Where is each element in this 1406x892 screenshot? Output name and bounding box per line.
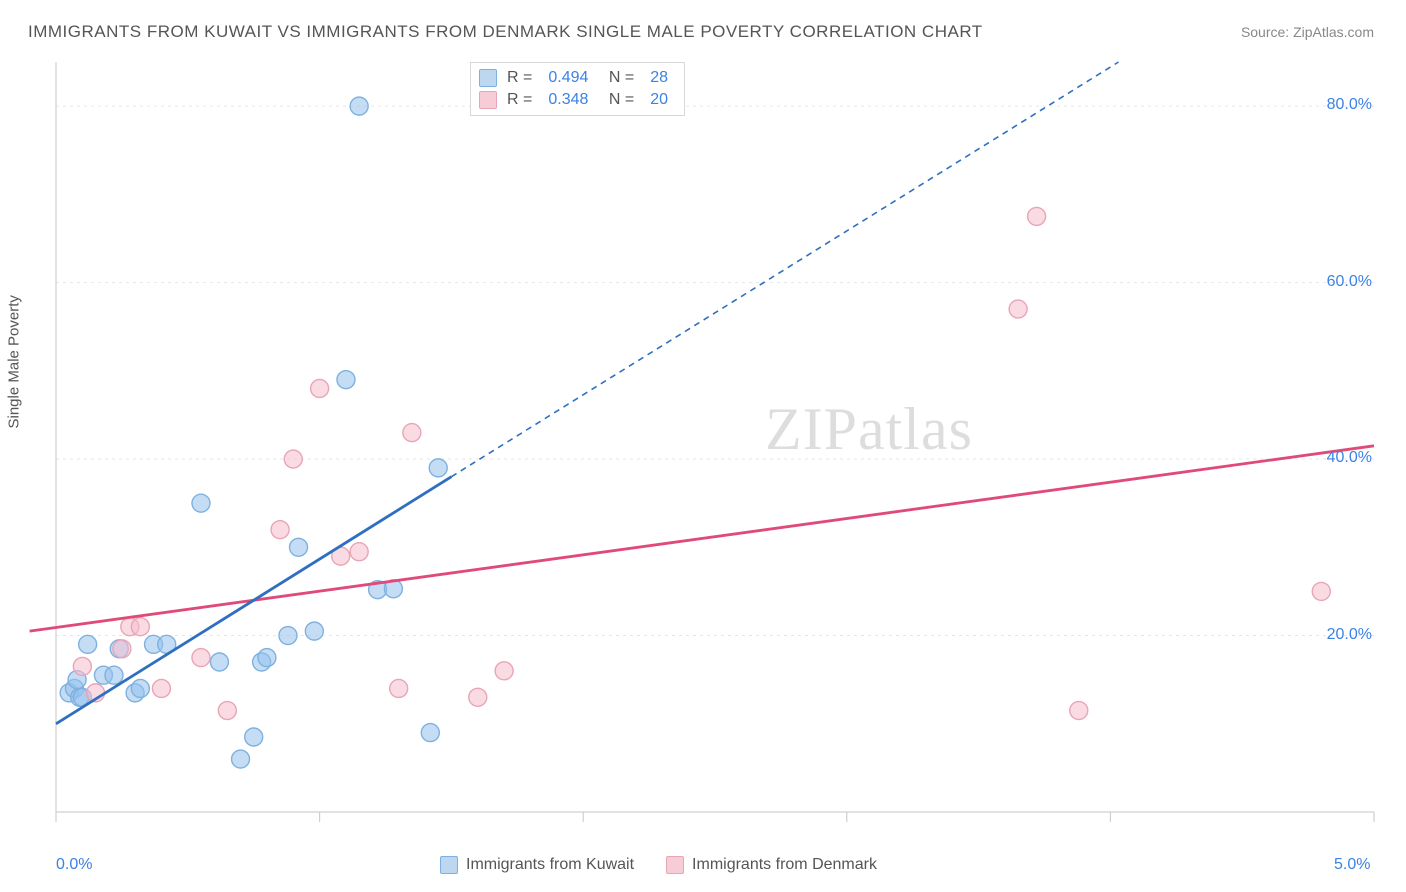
legend-series-label: Immigrants from Kuwait <box>466 856 634 874</box>
scatter-plot <box>0 0 1406 892</box>
y-tick-label: 20.0% <box>1327 626 1372 644</box>
legend-series-label: Immigrants from Denmark <box>692 856 877 874</box>
stat-r-value: 0.348 <box>542 91 594 109</box>
y-tick-label: 60.0% <box>1327 273 1372 291</box>
x-tick-label: 0.0% <box>56 856 92 874</box>
legend-swatch <box>479 69 497 87</box>
stat-n-label: N = <box>604 91 634 109</box>
stat-n-value: 28 <box>644 69 674 87</box>
series-legend: Immigrants from Kuwait Immigrants from De… <box>440 856 877 874</box>
stat-r-label: R = <box>507 91 532 109</box>
stat-r-value: 0.494 <box>542 69 594 87</box>
stat-r-label: R = <box>507 69 532 87</box>
y-tick-label: 80.0% <box>1327 96 1372 114</box>
legend-swatch <box>479 91 497 109</box>
legend-swatch <box>440 856 458 874</box>
stat-n-value: 20 <box>644 91 674 109</box>
x-tick-label: 5.0% <box>1334 856 1370 874</box>
y-tick-label: 40.0% <box>1327 449 1372 467</box>
legend-series-item: Immigrants from Kuwait <box>440 856 634 874</box>
legend-swatch <box>666 856 684 874</box>
legend-series-item: Immigrants from Denmark <box>666 856 877 874</box>
correlation-legend: R = 0.494 N = 28 R = 0.348 N = 20 <box>470 62 685 116</box>
stat-n-label: N = <box>604 69 634 87</box>
legend-stat-row: R = 0.494 N = 28 <box>479 67 674 89</box>
legend-stat-row: R = 0.348 N = 20 <box>479 89 674 111</box>
